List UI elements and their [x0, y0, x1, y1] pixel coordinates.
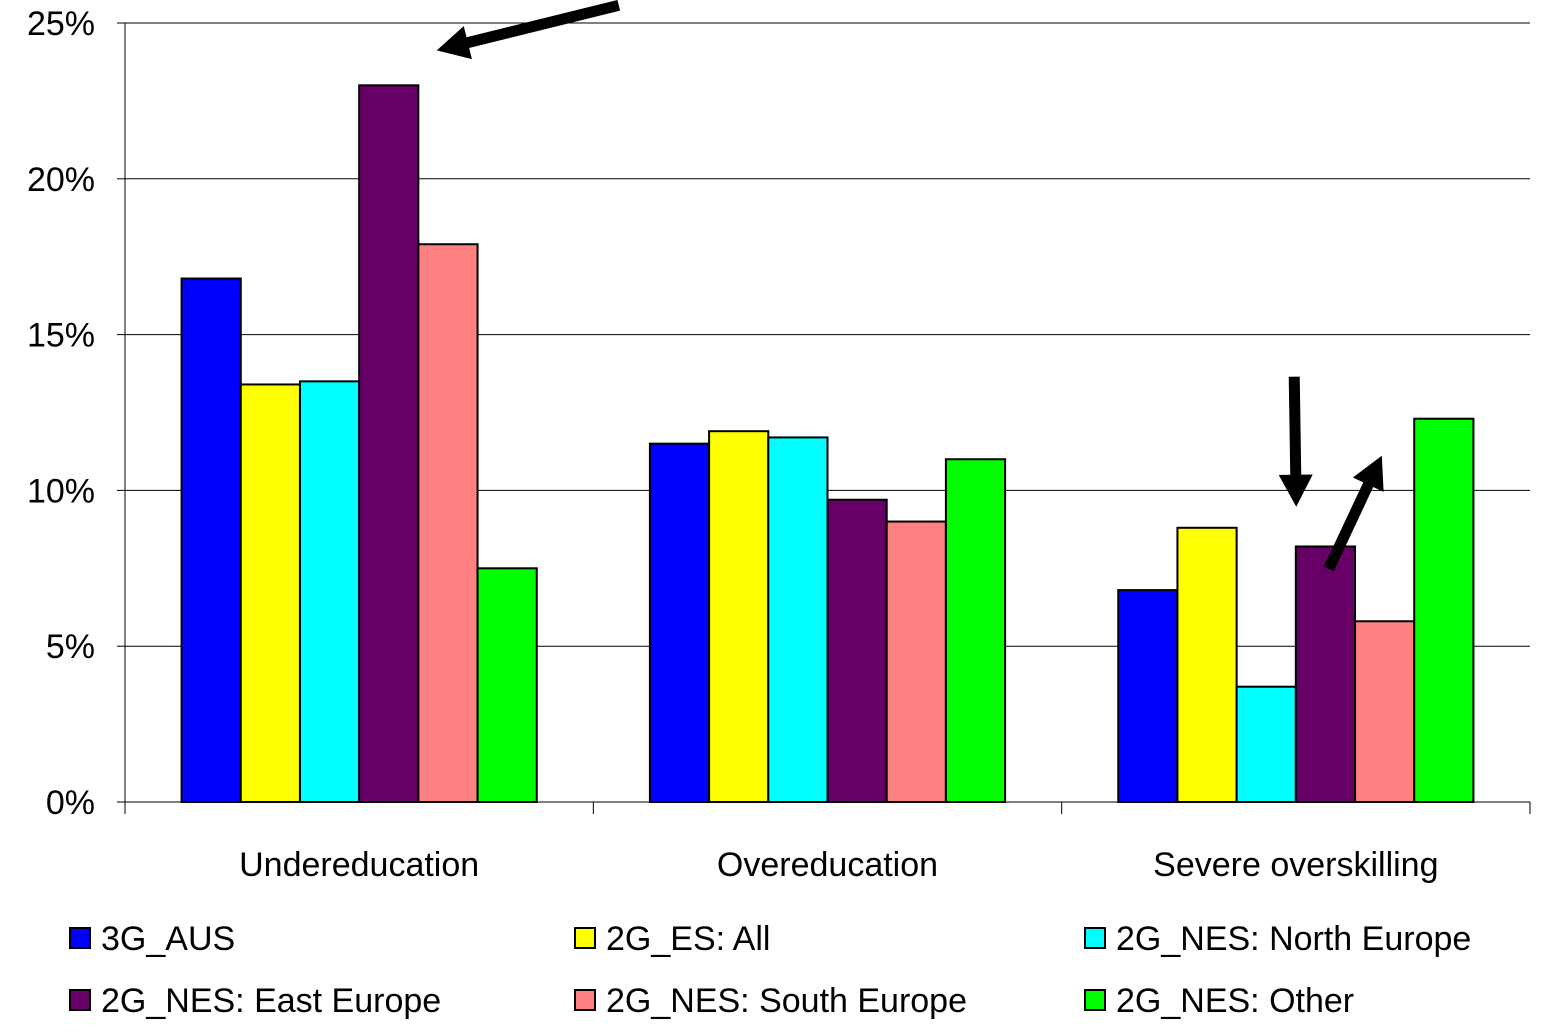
bar — [180, 277, 242, 803]
bars — [180, 84, 1475, 804]
x-category-label: Overeducation — [717, 846, 938, 884]
y-tick-label: 10% — [27, 472, 95, 510]
bar — [1176, 526, 1238, 803]
y-tick-label: 5% — [46, 628, 95, 666]
bar — [298, 380, 361, 803]
bar — [767, 436, 829, 803]
y-tick-label: 0% — [46, 784, 95, 822]
bar — [358, 84, 420, 803]
legend-swatch — [574, 989, 596, 1011]
legend-label: 2G_NES: East Europe — [101, 982, 441, 1020]
bar — [1294, 545, 1357, 803]
legend-label: 3G_AUS — [101, 920, 235, 958]
legend-label: 2G_NES: South Europe — [606, 982, 967, 1020]
legend-swatch — [1084, 989, 1106, 1011]
bar — [1117, 589, 1179, 803]
legend-label: 2G_NES: North Europe — [1116, 920, 1471, 958]
legend-label: 2G_ES: All — [606, 920, 770, 958]
bar — [239, 383, 301, 803]
legend-swatch — [1084, 927, 1106, 949]
bar — [944, 458, 1007, 803]
bar — [708, 430, 770, 803]
legend-swatch — [574, 927, 596, 949]
annotation-arrow — [1323, 455, 1384, 572]
annotation-arrow — [436, 0, 621, 60]
bar — [1235, 685, 1297, 804]
bar — [648, 442, 711, 803]
y-tick-label: 15% — [27, 317, 95, 355]
legend-label: 2G_NES: Other — [1116, 982, 1354, 1020]
bar — [476, 567, 538, 803]
x-category-label: Undereducation — [239, 846, 479, 884]
annotation-arrow — [1278, 376, 1313, 507]
bar — [885, 520, 947, 803]
legend-swatch — [69, 927, 91, 949]
annotation-arrows — [436, 0, 1384, 572]
y-tick-label: 20% — [27, 161, 95, 199]
bar — [1413, 417, 1475, 803]
bar — [826, 498, 888, 803]
axes: 0% 5% 10% 15% 20% 25% Undereducation Overeducat… — [27, 5, 1531, 884]
y-tick-label: 25% — [27, 5, 95, 43]
legend: 3G_AUS 2G_ES: All 2G_NES: North Europe 2G_N… — [69, 920, 1471, 1020]
x-category-label: Severe overskilling — [1153, 846, 1438, 884]
bar — [417, 243, 479, 803]
bar — [1354, 620, 1416, 803]
legend-swatch — [69, 989, 91, 1011]
